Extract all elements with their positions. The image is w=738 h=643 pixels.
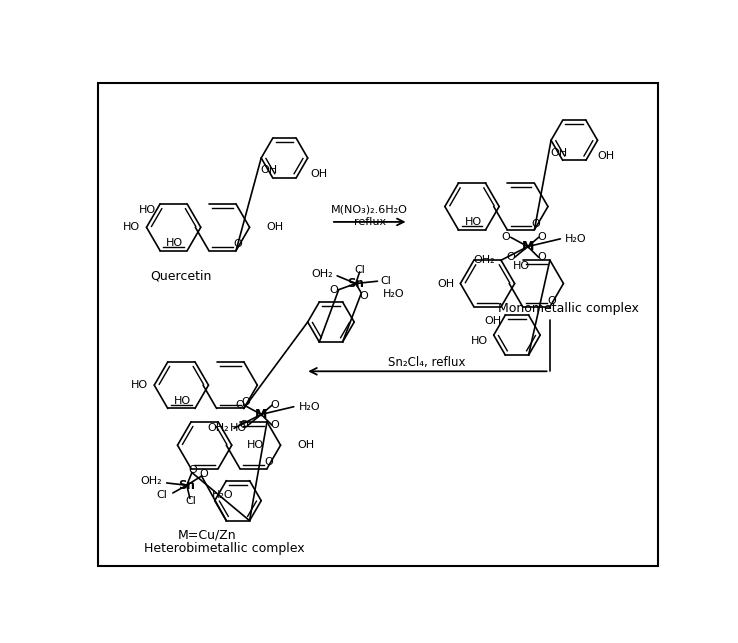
Text: O: O [199,469,208,480]
Text: OH₂: OH₂ [207,423,229,433]
Text: HO: HO [139,205,156,215]
Text: reflux: reflux [354,217,386,227]
Text: O: O [547,296,556,305]
Text: OH₂: OH₂ [140,476,162,486]
Text: HO: HO [247,440,264,450]
Text: OH: OH [484,316,501,326]
Text: HO: HO [513,261,530,271]
Text: HO: HO [123,222,140,232]
Text: HO: HO [174,396,191,406]
Text: HO: HO [464,217,482,227]
Text: O: O [330,285,339,294]
Text: M(NO₃)₂.6H₂O: M(NO₃)₂.6H₂O [331,204,408,215]
Text: Sn₂Cl₄, reflux: Sn₂Cl₄, reflux [388,356,466,368]
Text: HO: HO [131,380,148,390]
Text: O: O [264,457,273,467]
Text: Quercetin: Quercetin [151,269,212,282]
Text: Heterobimetallic complex: Heterobimetallic complex [144,542,304,555]
Text: Cl: Cl [381,276,391,286]
Text: M: M [255,408,267,421]
Text: OH₂: OH₂ [311,269,333,279]
Text: O: O [359,291,368,301]
Text: O: O [240,420,249,430]
Text: O: O [537,252,546,262]
Text: O: O [271,420,280,430]
Text: O: O [531,219,540,229]
Text: OH: OH [551,148,568,158]
Text: Cl: Cl [156,489,168,500]
Text: Monometallic complex: Monometallic complex [497,302,638,314]
Text: HO: HO [470,336,488,347]
Text: OH₂: OH₂ [474,255,495,266]
Text: O: O [189,465,197,475]
Text: M: M [522,240,534,253]
Text: O: O [506,252,515,262]
Text: Cl: Cl [354,265,365,275]
Text: O: O [502,232,511,242]
Text: O: O [271,400,280,410]
Text: O: O [241,397,249,407]
Text: O: O [233,239,242,249]
Text: O: O [235,400,244,410]
Text: Cl: Cl [185,496,196,505]
Text: O: O [537,232,546,242]
Text: Sn: Sn [179,479,196,492]
Text: M=Cu/Zn: M=Cu/Zn [178,529,236,542]
Text: OH: OH [310,169,327,179]
Text: HO: HO [230,423,247,433]
Text: OH: OH [297,440,314,450]
Text: HO: HO [166,238,183,248]
Text: H₂O: H₂O [565,234,587,244]
Text: OH: OH [266,222,283,232]
Text: H₂O: H₂O [298,402,320,412]
Text: H₂O: H₂O [383,289,404,299]
Text: OH: OH [261,165,277,176]
Text: Sn: Sn [348,277,364,290]
Text: H₂O: H₂O [212,489,233,500]
Text: OH: OH [598,152,615,161]
Text: OH: OH [437,278,454,289]
